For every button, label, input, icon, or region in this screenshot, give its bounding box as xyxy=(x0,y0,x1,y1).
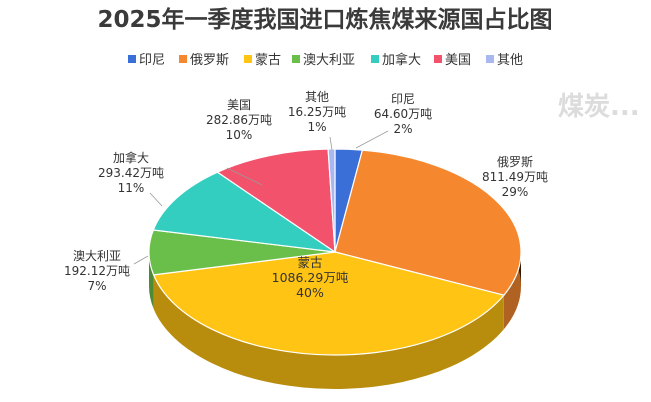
label-percent: 10% xyxy=(226,128,253,142)
label-name: 蒙古 xyxy=(297,255,322,270)
legend-swatch xyxy=(179,55,187,63)
legend-item-slice-5: 加拿大 xyxy=(371,52,421,68)
label-value: 293.42万吨 xyxy=(98,166,164,180)
side-slice-3 xyxy=(153,274,504,390)
legend-item-slice-2: 俄罗斯 xyxy=(179,53,229,68)
legend-item-slice-6: 美国 xyxy=(434,53,471,68)
label-value: 811.49万吨 xyxy=(482,170,548,184)
legend-swatch xyxy=(434,55,442,63)
label-name: 澳大利亚 xyxy=(73,249,121,263)
leader-line xyxy=(133,255,149,265)
legend-item-slice-4: 澳大利亚 xyxy=(292,52,355,68)
leader-line xyxy=(226,167,263,186)
label-percent: 11% xyxy=(118,181,145,195)
leader-line xyxy=(355,130,389,149)
label-value: 16.25万吨 xyxy=(288,105,346,119)
legend-label: 加拿大 xyxy=(382,52,421,68)
legend-item-slice-1: 印尼 xyxy=(128,53,165,68)
legend-label: 澳大利亚 xyxy=(303,52,355,68)
legend-label: 俄罗斯 xyxy=(190,53,229,68)
label-percent: 2% xyxy=(393,122,412,136)
label-value: 64.60万吨 xyxy=(374,107,432,121)
pie-slice-5 xyxy=(152,171,336,253)
label-value: 1086.29万吨 xyxy=(272,270,349,285)
legend-label: 蒙古 xyxy=(255,53,281,68)
label-value: 282.86万吨 xyxy=(206,113,272,127)
legend-swatch xyxy=(486,55,494,63)
label-percent: 1% xyxy=(307,120,326,134)
legend-swatch xyxy=(371,55,379,63)
leader-line xyxy=(149,192,163,207)
label-name: 加拿大 xyxy=(113,150,149,165)
legend-swatch xyxy=(128,55,136,63)
label-name: 印尼 xyxy=(391,92,415,106)
legend: 印尼 俄罗斯 蒙古 澳大利亚 加拿大 美国 其他 xyxy=(128,52,523,68)
legend-label: 印尼 xyxy=(139,53,165,68)
label-name: 美国 xyxy=(227,98,251,112)
legend-label: 其他 xyxy=(497,53,523,68)
pie-plot xyxy=(148,148,522,390)
legend-item-slice-3: 蒙古 xyxy=(244,53,281,68)
label-percent: 29% xyxy=(502,185,529,199)
side-slice-2 xyxy=(503,252,521,330)
pie-top-faces xyxy=(148,148,522,356)
label-name: 其他 xyxy=(305,90,329,104)
label-percent: 40% xyxy=(296,285,324,300)
watermark: 煤炭... xyxy=(558,92,640,122)
label-value: 192.12万吨 xyxy=(64,264,130,278)
legend-label: 美国 xyxy=(445,53,471,68)
pie-slice-6 xyxy=(216,148,336,254)
pie-slice-2 xyxy=(334,149,522,296)
label-percent: 7% xyxy=(87,279,106,293)
legend-swatch xyxy=(244,55,252,63)
legend-swatch xyxy=(292,55,300,63)
legend-item-slice-7: 其他 xyxy=(486,53,523,68)
chart-title: 2025年一季度我国进口炼焦煤来源国占比图 xyxy=(97,6,552,33)
label-name: 俄罗斯 xyxy=(497,155,533,169)
pie-slice-3 xyxy=(152,251,505,356)
leader-line xyxy=(329,136,333,151)
